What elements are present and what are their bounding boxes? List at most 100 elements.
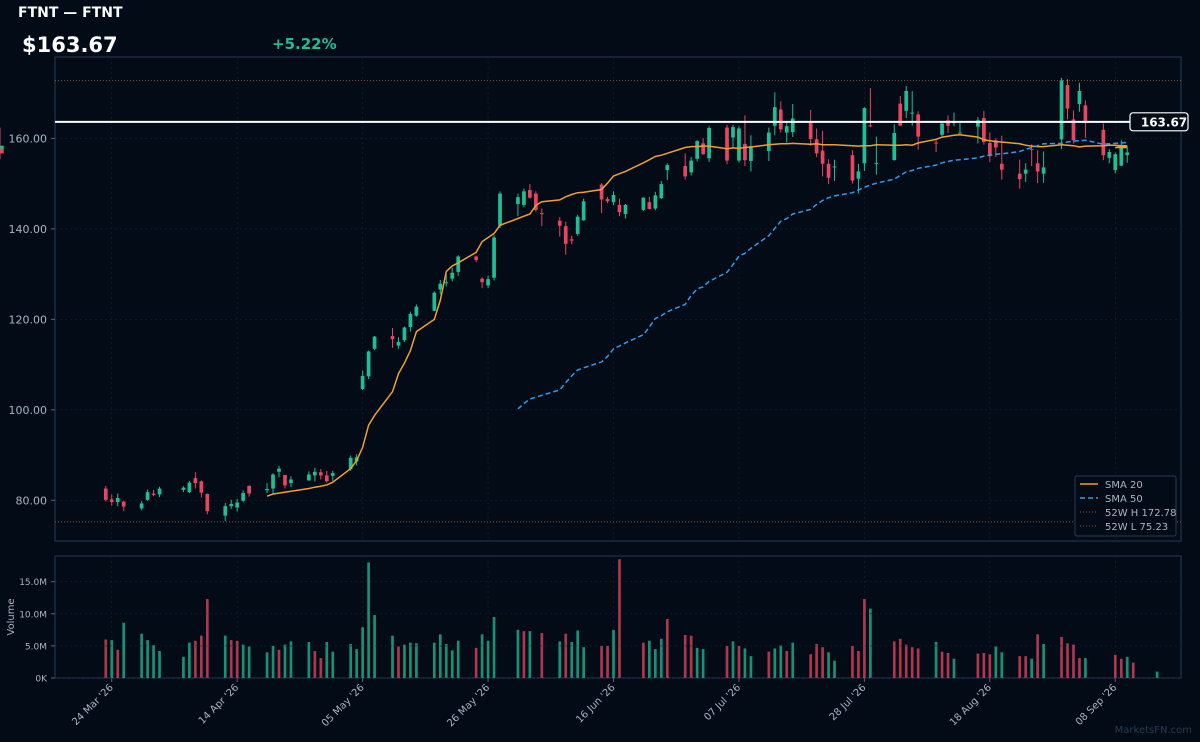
volume-bar (767, 651, 771, 678)
volume-bar (158, 651, 161, 678)
volume-bar (648, 640, 651, 678)
volume-bar (606, 645, 609, 678)
candle-body (659, 184, 664, 199)
candle-body (563, 226, 568, 244)
volume-bar (737, 645, 741, 678)
volume-bar (492, 617, 496, 678)
candle-body (289, 479, 293, 484)
candle-body (976, 120, 980, 127)
volume-bar (576, 630, 580, 678)
volume-bar (1155, 671, 1159, 678)
candle-body (993, 140, 998, 148)
volume-bar (683, 634, 687, 678)
candle-body (1107, 151, 1112, 158)
candle-body (1083, 105, 1088, 124)
candle-body (784, 126, 789, 133)
volume-bar (659, 638, 663, 678)
volume-bar (277, 649, 281, 678)
candle-body (330, 473, 335, 476)
candle-body (647, 202, 652, 209)
volume-bar (403, 644, 406, 678)
volume-bar (701, 649, 705, 678)
x-tick-label: 07 Jul '26 (702, 682, 743, 723)
candle-body (987, 142, 992, 157)
x-tick-label: 16 Jun '26 (574, 682, 617, 725)
volume-bar (528, 631, 532, 678)
volume-bar (785, 651, 789, 678)
candle-body (444, 282, 449, 284)
candle-body (121, 501, 126, 507)
volume-bar (110, 640, 114, 678)
chart-title: FTNT — FTNT (18, 5, 123, 21)
candle-body (790, 118, 795, 133)
legend: SMA 20 SMA 50 52W H 172.78 52W L 75.23 (1074, 475, 1177, 537)
volume-bar (391, 635, 394, 678)
y-tick-label: 100.00 (9, 404, 48, 417)
candle-body (486, 279, 490, 286)
candle-body (450, 272, 455, 279)
candle-body (348, 457, 353, 470)
candle-body (1065, 85, 1070, 109)
candle-body (605, 199, 610, 202)
candle-body (277, 468, 281, 472)
candle-body (904, 90, 909, 111)
volume-bar (618, 559, 621, 678)
volume-bar (570, 642, 574, 678)
volume-bar (892, 641, 896, 678)
volume-bar (1030, 658, 1034, 678)
volume-tick-label: 15.0M (19, 578, 47, 588)
candle-body (916, 114, 921, 137)
volume-bar (1125, 656, 1129, 678)
sma20-line (266, 134, 1128, 497)
volume-bar (313, 651, 317, 678)
volume-bar (869, 608, 872, 678)
candle-body (432, 292, 437, 311)
volume-bar (779, 645, 783, 678)
candle-body (599, 184, 604, 200)
candle-body (199, 481, 204, 493)
candle-body (868, 125, 873, 127)
volume-bar (815, 643, 818, 678)
volume-bar (373, 615, 376, 678)
volume-tick-label: 0K (35, 675, 48, 685)
volume-bar (809, 654, 812, 678)
x-tick-label: 28 Jul '26 (828, 682, 869, 723)
candle-body (366, 351, 371, 377)
candle-body (999, 163, 1004, 170)
volume-bar (319, 658, 323, 678)
volume-bar (355, 649, 359, 678)
volume-bar (247, 646, 251, 678)
candle-body (743, 143, 747, 161)
volume-bar (432, 642, 436, 678)
volume-bar (361, 627, 364, 678)
candle-body (187, 482, 192, 493)
candle-body (940, 123, 944, 135)
candle-body (1035, 163, 1040, 172)
candle-body (151, 493, 156, 495)
price-change: +5.22% (272, 35, 337, 53)
volume-bar (898, 638, 902, 678)
candle-body (683, 166, 688, 177)
volume-bar (289, 641, 293, 678)
candle-body (235, 502, 240, 508)
volume-bar (1084, 658, 1087, 678)
candle-body (115, 498, 120, 503)
candle-body (1041, 167, 1046, 174)
candle-body (641, 197, 646, 210)
volume-bar (821, 647, 824, 678)
volume-bar (642, 642, 645, 678)
candle-body (946, 120, 950, 126)
candle-body (480, 278, 484, 283)
candle-body (402, 327, 407, 341)
candle-body (617, 204, 622, 213)
volume-bar (988, 654, 992, 678)
volume-bar (456, 640, 460, 678)
candle-body (139, 503, 144, 509)
legend-52w-low-label: 52W L 75.23 (1105, 522, 1168, 533)
volume-bar (976, 653, 980, 678)
volume-bar (182, 656, 185, 678)
volume-bar (122, 622, 126, 678)
volume-bar (731, 641, 735, 678)
volume-bar (540, 633, 544, 678)
